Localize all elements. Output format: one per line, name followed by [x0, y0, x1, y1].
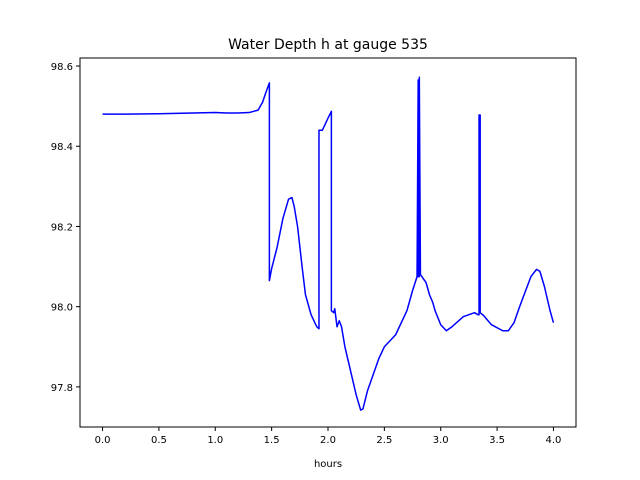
y-tick-label: 97.8 [51, 383, 73, 394]
y-tick-label: 98.0 [51, 303, 73, 314]
x-tick-label: 0.5 [151, 435, 167, 446]
x-axis-ticks: 0.0 0.5 1.0 1.5 2.0 2.5 3.0 3.5 4.0 [95, 427, 562, 446]
x-tick-label: 2.0 [320, 435, 336, 446]
y-tick-label: 98.6 [51, 62, 73, 73]
x-tick-label: 4.0 [546, 435, 562, 446]
y-tick-label: 98.4 [51, 142, 73, 153]
chart-title: Water Depth h at gauge 535 [228, 37, 428, 53]
series-line [102, 76, 555, 411]
y-tick-label: 98.2 [51, 222, 73, 233]
x-tick-label: 2.5 [376, 435, 392, 446]
x-tick-label: 1.5 [264, 435, 280, 446]
x-tick-label: 3.0 [433, 435, 449, 446]
x-tick-label: 3.5 [489, 435, 505, 446]
x-tick-label: 1.0 [207, 435, 223, 446]
x-axis-label: hours [314, 459, 342, 470]
y-axis-ticks: 97.8 98.0 98.2 98.4 98.6 [51, 62, 80, 394]
x-tick-label: 0.0 [95, 435, 111, 446]
